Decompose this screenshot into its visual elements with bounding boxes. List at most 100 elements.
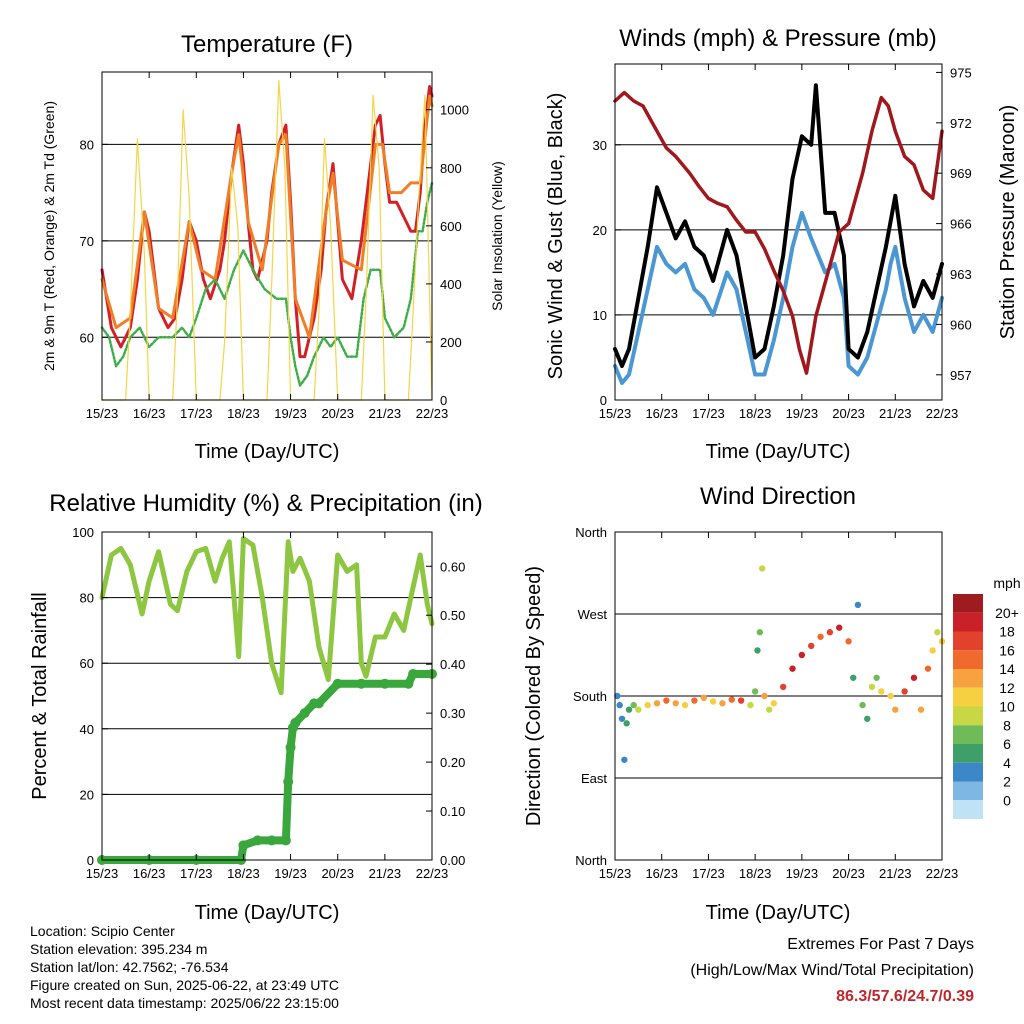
x-tick-label: 20/23 bbox=[832, 866, 865, 881]
colorbar-title: mph bbox=[993, 575, 1020, 591]
winds-xlabel: Time (Day/UTC) bbox=[706, 441, 851, 463]
temperature-plot-frame bbox=[101, 71, 433, 401]
y-tick-label: 40 bbox=[80, 722, 94, 737]
rain-point bbox=[252, 835, 263, 846]
colorbar-swatch bbox=[953, 631, 983, 651]
wind-direction-point bbox=[754, 647, 761, 654]
rain-point bbox=[332, 678, 343, 689]
y-tick-label: West bbox=[578, 607, 608, 622]
x-tick-label: 19/23 bbox=[786, 406, 819, 421]
wind-direction-point bbox=[635, 706, 642, 713]
y2-tick-label: 969 bbox=[950, 166, 972, 181]
x-tick-label: 22/23 bbox=[416, 406, 449, 421]
x-tick-label: 21/23 bbox=[369, 866, 402, 881]
x-tick-label: 17/23 bbox=[180, 866, 213, 881]
wind-direction-point bbox=[826, 629, 834, 636]
x-tick-label: 18/23 bbox=[227, 866, 260, 881]
series-line bbox=[613, 90, 944, 375]
station-location: Location: Scipio Center bbox=[30, 923, 175, 939]
wind-direction-point bbox=[917, 706, 925, 713]
y2-tick-label: 0.20 bbox=[440, 755, 465, 770]
wind-direction-panel: Wind Direction 15/23 16/23 17/23 18/23 19/23… bbox=[523, 483, 1021, 924]
x-tick-label: 17/23 bbox=[180, 406, 213, 421]
temperature-title: Temperature (F) bbox=[181, 31, 353, 58]
wind-direction-point bbox=[873, 674, 880, 681]
x-tick-label: 19/23 bbox=[786, 866, 819, 881]
x-tick-label: 21/23 bbox=[879, 406, 912, 421]
x-tick-label: 17/23 bbox=[692, 406, 725, 421]
x-tick-label: 20/23 bbox=[321, 866, 354, 881]
wind-direction-point bbox=[761, 692, 768, 700]
wind-direction-point bbox=[789, 665, 796, 672]
y2-tick-label: 0.00 bbox=[440, 853, 465, 868]
colorbar-swatch bbox=[953, 687, 983, 707]
colorbar-label: 16 bbox=[999, 642, 1015, 658]
y-tick-label: 70 bbox=[80, 234, 94, 249]
colorbar-label: 4 bbox=[1003, 755, 1011, 771]
extremes-values: 86.3/57.6/24.7/0.39 bbox=[836, 988, 974, 1005]
wind-direction-point bbox=[924, 665, 932, 672]
y2-tick-label: 975 bbox=[950, 65, 972, 80]
x-tick-label: 15/23 bbox=[599, 866, 632, 881]
wind-direction-point bbox=[758, 565, 766, 572]
colorbar-label: 20+ bbox=[995, 605, 1019, 621]
x-tick-label: 16/23 bbox=[645, 866, 678, 881]
y2-tick-label: 0.60 bbox=[440, 559, 465, 574]
y2-tick-label: 963 bbox=[950, 267, 972, 282]
x-tick-label: 18/23 bbox=[739, 406, 772, 421]
colorbar-label: 2 bbox=[1003, 774, 1011, 790]
y2-tick-label: 0 bbox=[440, 393, 447, 408]
x-tick-label: 19/23 bbox=[274, 866, 307, 881]
series-line bbox=[99, 536, 435, 696]
extremes-box: Extremes For Past 7 Days (High/Low/Max W… bbox=[690, 932, 974, 1010]
x-tick-label: 21/23 bbox=[879, 866, 912, 881]
rain-point bbox=[408, 668, 419, 679]
wind-direction-point bbox=[653, 700, 661, 707]
y-tick-label: 0 bbox=[600, 393, 607, 408]
colorbar-swatch bbox=[953, 744, 983, 763]
x-tick-label: 21/23 bbox=[369, 406, 402, 421]
x-tick-label: 22/23 bbox=[926, 406, 959, 421]
rain-point bbox=[313, 698, 324, 709]
colorbar-swatch bbox=[953, 762, 983, 782]
wind-speed-colorbar: mph 20+ 18 16 14 12 10 8 6 4 2 0 bbox=[953, 575, 1021, 819]
wind-direction-point bbox=[621, 756, 628, 763]
wind-direction-point bbox=[672, 700, 679, 707]
humidity-plot-frame bbox=[101, 531, 433, 861]
wind-direction-point bbox=[859, 701, 866, 709]
colorbar-swatch bbox=[953, 800, 983, 819]
wind-direction-point bbox=[892, 706, 899, 713]
humidity-title: Relative Humidity (%) & Precipitation (i… bbox=[49, 490, 482, 517]
x-tick-label: 20/23 bbox=[321, 406, 354, 421]
wind-direction-point bbox=[901, 688, 908, 695]
x-tick-label: 22/23 bbox=[416, 866, 449, 881]
colorbar-label: 0 bbox=[1003, 792, 1011, 808]
rain-point bbox=[290, 717, 301, 728]
colorbar-label: 8 bbox=[1003, 717, 1011, 733]
wind-direction-point bbox=[929, 647, 936, 654]
y2-tick-label: 200 bbox=[440, 335, 462, 350]
winds-y2label: Station Pressure (Maroon) bbox=[997, 105, 1019, 340]
wind-direction-point bbox=[751, 688, 759, 695]
wind-direction-point bbox=[934, 629, 941, 636]
temperature-y2label: Solar Insolation (Yellow) bbox=[489, 161, 505, 311]
wind-direction-point bbox=[868, 683, 876, 691]
wind-direction-point bbox=[756, 629, 764, 636]
rain-point bbox=[238, 840, 249, 851]
colorbar-label: 6 bbox=[1003, 736, 1011, 752]
extremes-subtitle: (High/Low/Max Wind/Total Precipitation) bbox=[690, 962, 974, 979]
y-tick-label: 30 bbox=[593, 138, 607, 153]
station-latlon: Station lat/lon: 42.7562; -76.534 bbox=[30, 959, 229, 975]
winds-title: Winds (mph) & Pressure (mb) bbox=[619, 25, 936, 52]
y-tick-label: East bbox=[581, 771, 607, 786]
wind-direction-point bbox=[765, 706, 773, 713]
x-tick-label: 16/23 bbox=[645, 406, 678, 421]
wind-direction-point bbox=[770, 700, 778, 707]
temperature-xlabel: Time (Day/UTC) bbox=[195, 441, 340, 463]
y-tick-label: 0 bbox=[87, 853, 94, 868]
x-tick-label: 19/23 bbox=[274, 406, 307, 421]
rain-point bbox=[280, 835, 291, 846]
x-tick-label: 18/23 bbox=[739, 866, 772, 881]
series-line bbox=[100, 94, 434, 339]
